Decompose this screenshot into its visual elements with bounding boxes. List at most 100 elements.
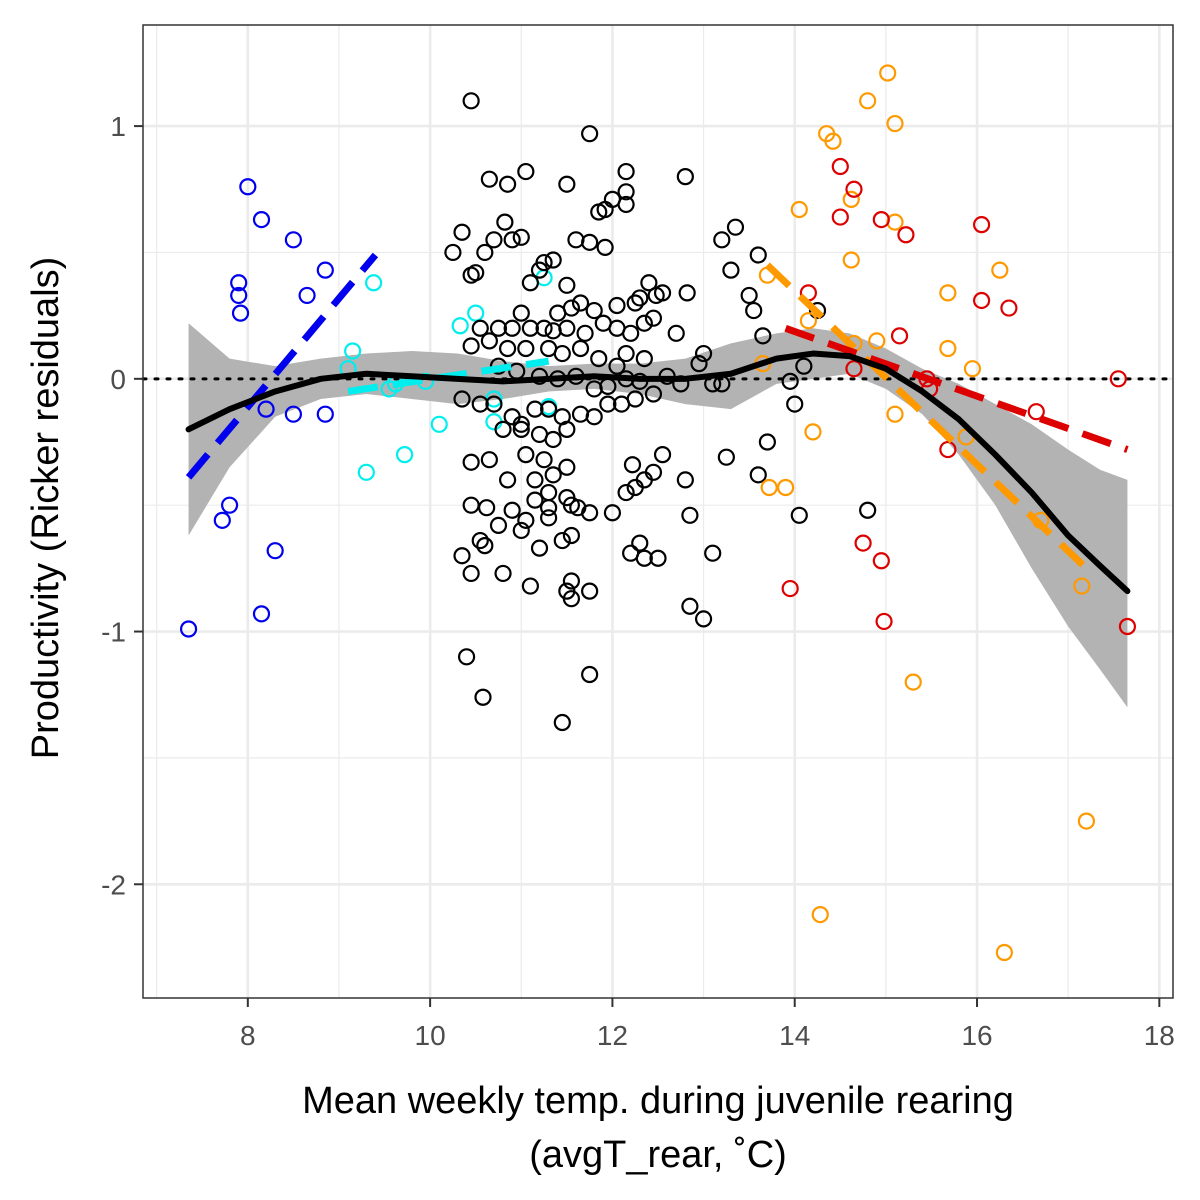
blue-data-point [230,274,248,292]
black-data-point [512,521,530,540]
blue-linear-fit [185,252,379,480]
black-data-point [480,451,498,469]
black-data-point [474,688,492,706]
black-data-point [553,531,571,550]
black-data-point [626,478,644,497]
black-data-point [553,344,571,363]
black-data-point [704,544,722,562]
black-data-point [471,319,489,337]
black-data-point [781,372,799,390]
black-data-point [790,506,808,524]
black-data-point [585,301,603,320]
orange-data-point [859,92,877,110]
orange-data-point [879,64,897,82]
y-tick-label: 0 [110,364,126,395]
black-data-point [681,597,699,615]
x-axis-title-line2: (avgT_rear, ˚C) [529,1134,787,1176]
y-tick-label: -2 [101,869,126,900]
red-data-point [845,360,863,378]
y-tick-label: -1 [101,617,126,648]
black-data-point [590,350,608,368]
black-data-point [499,339,517,358]
black-data-point [457,648,476,666]
black-data-point [644,309,663,327]
orange-data-point [939,339,957,358]
black-data-point [521,577,539,595]
red-data-point [875,612,893,631]
red-linear-fit [784,324,1129,453]
orange-data-point [1073,577,1091,595]
black-data-point [590,203,608,221]
black-data-point [745,301,763,320]
black-data-point [722,261,740,279]
black-data-point [599,395,617,413]
black-data-point [499,175,517,193]
black-data-point [544,251,562,269]
black-data-point [503,501,521,519]
orange-linear-fit [764,262,1089,571]
black-data-point [512,304,530,322]
black-data-point [540,400,558,418]
x-axis-title: Mean weekly temp. during juvenile rearin… [302,1080,1014,1122]
black-data-point [676,168,694,186]
black-data-point [667,324,685,342]
black-data-point [494,420,512,438]
blue-data-point [257,400,275,418]
black-data-point [476,243,494,262]
black-data-point [526,491,544,509]
black-data-point [453,223,471,241]
black-data-point [489,319,508,337]
black-data-point [517,162,535,181]
black-data-point [749,246,767,264]
black-data-point [517,339,535,358]
black-data-point [480,332,498,350]
black-data-point [631,289,649,307]
black-data-point [608,296,626,315]
black-data-point [649,549,667,567]
black-data-point [617,183,635,201]
x-axis-ticks: 8 10 12 14 16 18 [240,998,1175,1051]
black-data-point [808,301,827,320]
black-data-point [713,231,731,249]
red-data-point [972,291,991,310]
orange-data-point [777,478,795,497]
black-data-point [581,233,599,251]
black-data-point [453,390,471,408]
black-data-point [581,125,599,143]
red-data-point [831,208,849,226]
black-data-point [562,526,581,545]
black-data-point [678,284,696,302]
blue-data-point [230,286,248,305]
black-data-point [444,243,462,262]
orange-data-point [995,943,1013,962]
red-data-point [1118,617,1137,636]
black-data-point [471,531,489,550]
black-data-point [617,162,635,181]
black-data-point [623,456,642,474]
black-data-point [530,539,549,557]
black-data-point [562,572,581,590]
black-data-point [467,264,485,282]
orange-data-point [842,190,860,208]
black-data-point [521,319,539,337]
red-data-point [1109,370,1127,388]
black-data-point [494,564,512,583]
x-tick-label: 14 [779,1020,810,1051]
cyan-data-point [430,415,448,433]
black-data-point [626,390,644,408]
black-data-point [485,395,503,413]
black-data-point [512,228,530,246]
orange-data-point [886,114,904,133]
orange-data-point [963,360,982,378]
black-data-point [603,504,622,522]
black-data-point [471,395,489,413]
orange-data-point [842,251,860,269]
black-data-point [694,344,713,363]
black-data-point [571,294,590,312]
black-data-point [462,564,480,583]
black-data-point [640,274,658,292]
black-data-point [496,213,514,231]
gridlines [143,25,1173,998]
